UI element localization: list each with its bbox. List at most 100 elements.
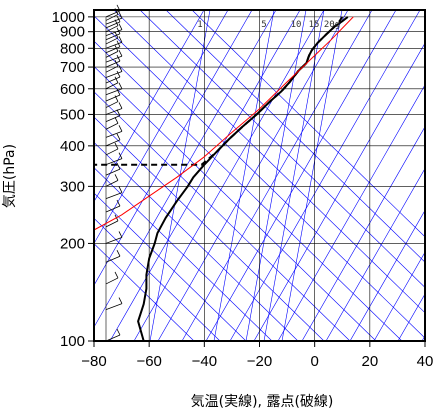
wind-barb-feather — [118, 82, 123, 89]
y-tick-label: 700 — [60, 59, 85, 76]
wind-barb — [105, 82, 119, 90]
wind-barb-feather — [116, 54, 121, 62]
y-tick-label: 1000 — [52, 9, 85, 26]
wind-barb-feather — [118, 125, 123, 132]
wind-barb-feather — [118, 102, 123, 109]
x-tick-label: 0 — [310, 353, 318, 370]
wind-barb — [105, 51, 119, 58]
x-tick-label: 40 — [417, 353, 434, 370]
x-tick-label: −20 — [247, 353, 272, 370]
wind-barb-feather — [114, 271, 119, 279]
wind-barb — [105, 46, 121, 54]
guide-line — [373, 251, 425, 341]
wind-barb — [105, 168, 121, 176]
guide-line — [205, 10, 397, 341]
y-tick-label: 300 — [60, 178, 85, 195]
wind-barb-feather — [114, 45, 119, 52]
guide-line — [245, 10, 307, 341]
wind-barb-feather — [114, 95, 119, 102]
y-tick-label: 800 — [60, 40, 85, 57]
guide-line — [109, 10, 301, 341]
wind-barb-feather — [116, 162, 121, 170]
dewpoint-line — [94, 16, 344, 166]
guide-line — [94, 10, 205, 203]
guide-line — [94, 217, 221, 341]
wind-barb — [105, 115, 121, 123]
x-tick-label: −80 — [81, 353, 106, 370]
guide-line — [94, 141, 299, 341]
guide-line — [421, 335, 425, 341]
mixing-ratio-label: 15 — [309, 20, 320, 30]
guide-line — [325, 167, 425, 341]
wind-barb — [105, 33, 121, 41]
guide-line — [139, 10, 425, 288]
guide-line — [133, 10, 325, 341]
wind-barb-feather — [114, 31, 119, 39]
axis-ticks: −80 −60 −40 −20 0 20 40 100 200 300 400 500 600 700 80… — [52, 9, 434, 370]
guide-line — [94, 116, 325, 341]
grid-lines — [93, 10, 426, 342]
mixing-ratio-label: 5 — [261, 20, 266, 30]
guide-line — [181, 10, 373, 341]
mixing-ratio-labels: 1 5 10 15 20g — [197, 20, 340, 30]
wind-barb-feather — [116, 109, 121, 116]
wind-barb-feather — [116, 133, 121, 141]
wind-barb — [105, 37, 119, 45]
wind-barb — [105, 71, 123, 78]
guide-line — [301, 126, 425, 341]
wind-barb — [105, 60, 121, 68]
guide-line — [94, 15, 425, 339]
guide-line — [281, 10, 343, 341]
wind-barb — [105, 10, 121, 18]
x-tick-label: −60 — [136, 353, 161, 370]
wind-barb-feather — [114, 76, 119, 83]
wind-barb — [105, 108, 123, 115]
wind-barb-feather — [114, 117, 119, 124]
wind-barb — [105, 17, 123, 25]
wind-barb-feather — [116, 15, 121, 23]
wind-barb — [105, 192, 123, 199]
wind-barb-feather — [118, 36, 123, 43]
wind-barbs — [105, 4, 123, 342]
wind-barb — [105, 65, 119, 73]
wind-barb-feather — [114, 19, 119, 26]
y-tick-label: 600 — [60, 81, 85, 98]
wind-barb-feather — [118, 152, 123, 159]
guide-line — [94, 192, 247, 341]
wind-barb-feather — [118, 11, 123, 19]
parcel-line — [94, 16, 354, 231]
y-tick-label: 900 — [60, 24, 85, 41]
wind-barb-feather — [116, 40, 121, 47]
guide-line — [94, 66, 377, 341]
guide-line — [191, 10, 425, 238]
wind-barb — [105, 88, 123, 96]
guide-line — [94, 243, 195, 341]
guide-line — [277, 84, 425, 341]
wind-barb-feather — [118, 49, 123, 57]
wind-barb — [105, 158, 123, 166]
mixing-ratio-label: 20g — [324, 20, 340, 30]
mixing-ratio-label: 10 — [291, 20, 302, 30]
wind-barb-feather — [116, 199, 121, 207]
wind-barb — [105, 139, 121, 147]
wind-barb — [105, 76, 121, 84]
wind-barb-feather — [118, 297, 123, 304]
wind-barb-feather — [114, 142, 119, 150]
guide-line — [229, 10, 421, 341]
guide-line — [157, 10, 349, 341]
wind-barb — [105, 237, 123, 244]
wind-barb — [105, 255, 121, 263]
wind-barb-feather — [116, 250, 121, 257]
wind-barb — [105, 277, 119, 285]
wind-barb-feather — [118, 65, 123, 72]
wind-barb — [105, 94, 121, 102]
guide-line — [94, 167, 273, 341]
wind-barb — [105, 220, 119, 228]
wind-barb-feather — [116, 88, 121, 96]
wind-barb-feather — [116, 27, 121, 34]
wind-barb — [105, 205, 121, 213]
y-tick-label: 400 — [60, 138, 85, 155]
guide-line — [263, 10, 325, 341]
x-tick-label: −40 — [192, 353, 217, 370]
guide-line — [349, 209, 425, 341]
